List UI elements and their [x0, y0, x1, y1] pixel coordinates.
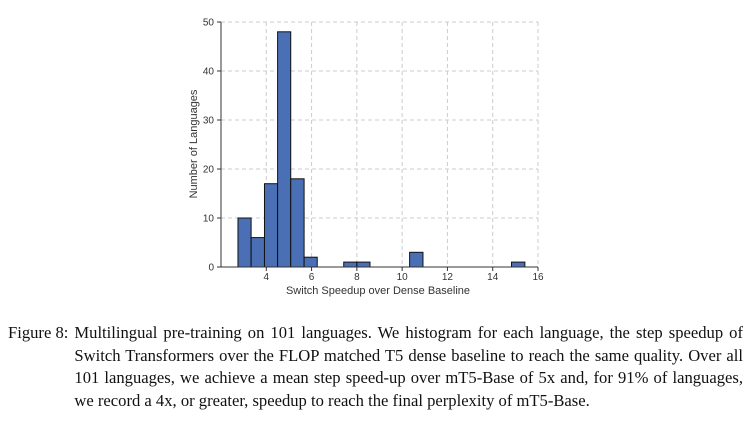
x-tick-label: 8: [354, 272, 360, 283]
tick-labels: 0 10 20 30 40 50 4 6 8 10 12 14 16: [203, 18, 544, 284]
x-axis-title: Switch Speedup over Dense Baseline: [286, 285, 470, 297]
histogram-bar: [237, 217, 252, 268]
histogram-bar: [356, 261, 371, 268]
x-tick-label: 16: [532, 272, 544, 283]
y-tick-label: 10: [203, 214, 215, 225]
caption-label: Figure 8:: [8, 323, 69, 342]
x-tick-label: 14: [487, 272, 499, 283]
histogram-bar: [290, 178, 305, 268]
x-tick-label: 6: [309, 272, 315, 283]
y-axis-title: Number of Languages: [188, 89, 200, 198]
histogram-chart: 0 10 20 30 40 50 4 6 8 10 12 14 16 Switch Speedup ov…: [188, 18, 544, 298]
x-tick-label: 4: [264, 272, 270, 283]
caption-text: Multilingual pre-training on 101 languag…: [74, 323, 743, 410]
figure-caption: Figure 8: Multilingual pre-training on 1…: [8, 322, 743, 412]
y-tick-label: 40: [203, 67, 215, 78]
y-tick-label: 30: [203, 116, 215, 127]
histogram-bar: [511, 261, 526, 268]
axes: [217, 21, 539, 271]
histogram-bar: [250, 237, 265, 268]
histogram-bar: [277, 31, 292, 268]
y-tick-label: 20: [203, 165, 215, 176]
y-tick-label: 50: [203, 18, 215, 29]
histogram-bar: [343, 261, 358, 268]
histogram-bar: [263, 183, 279, 268]
histogram-bar: [303, 256, 318, 268]
histogram-bars: [237, 31, 526, 268]
x-tick-label: 12: [442, 272, 454, 283]
y-tick-label: 0: [208, 263, 214, 274]
histogram-bar: [409, 251, 424, 268]
x-tick-label: 10: [397, 272, 409, 283]
